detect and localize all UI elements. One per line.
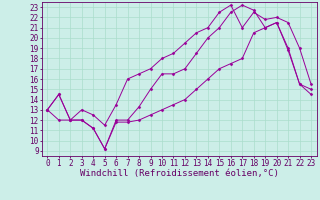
X-axis label: Windchill (Refroidissement éolien,°C): Windchill (Refroidissement éolien,°C) xyxy=(80,169,279,178)
